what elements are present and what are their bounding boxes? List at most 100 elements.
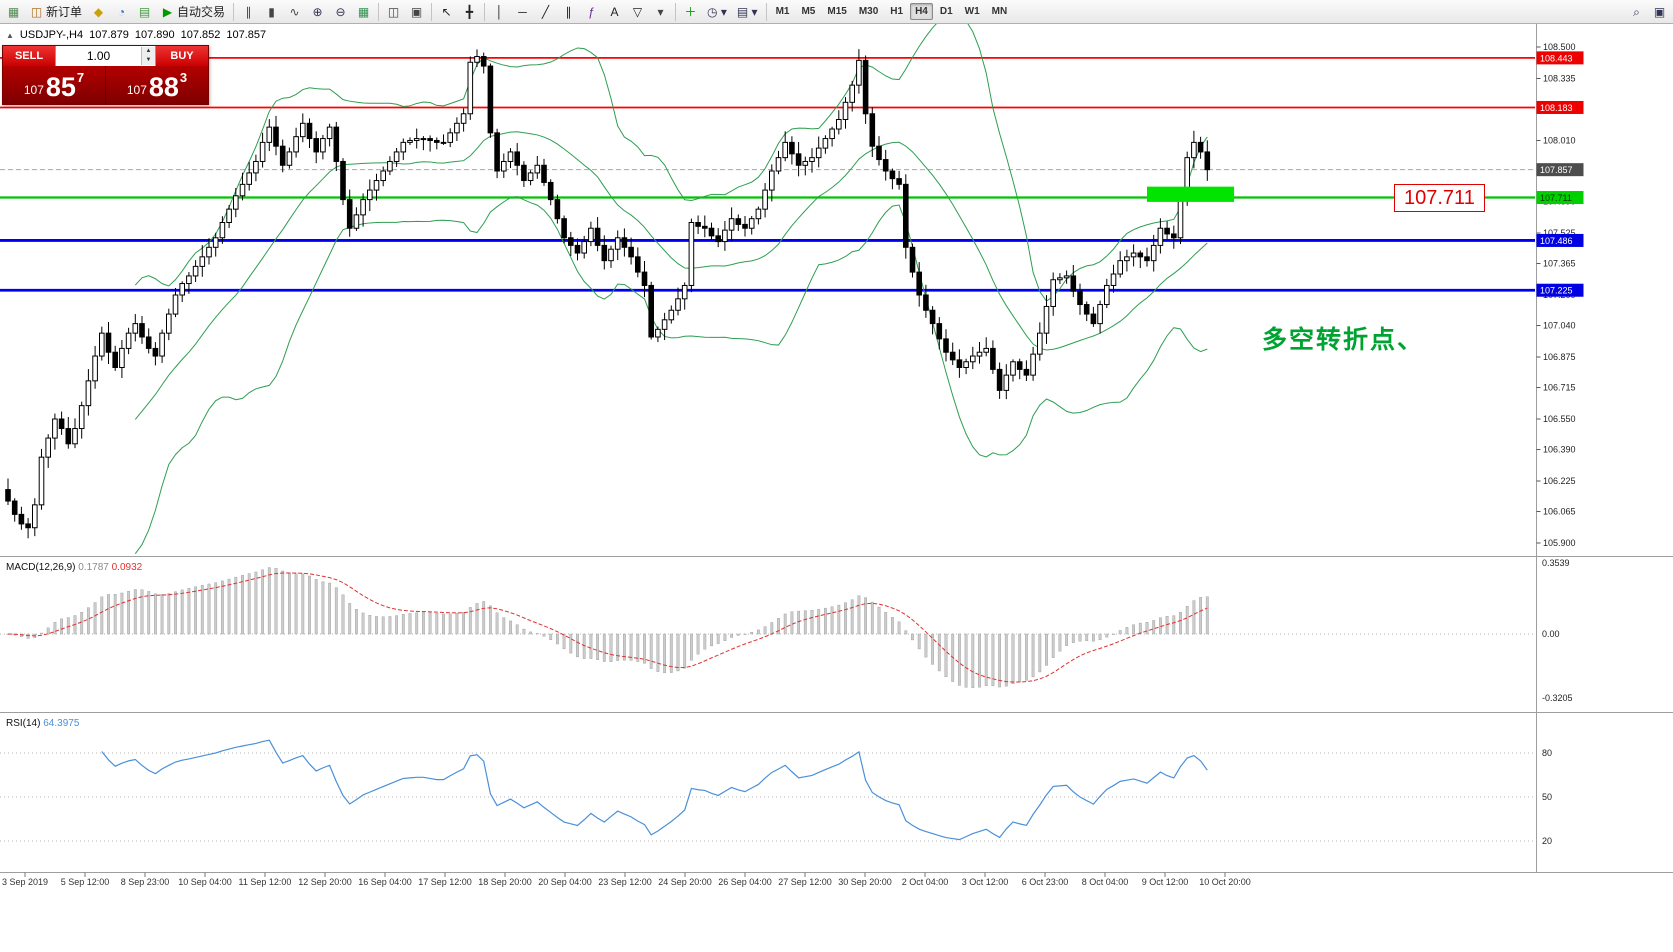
metaeditor-icon[interactable]: ◆ (88, 1, 109, 23)
shapes-dropdown-icon: ▾ (657, 4, 664, 19)
charts-icon[interactable]: ▦ (3, 1, 24, 23)
timeframe-h4[interactable]: H4 (910, 3, 933, 20)
grid-icon[interactable]: ▦ (353, 1, 374, 23)
rsi-level-label: 20 (1542, 836, 1552, 846)
timeframe-d1[interactable]: D1 (939, 6, 953, 17)
highlight-rect-layer[interactable] (1147, 186, 1235, 202)
candlestick-chart-icon[interactable]: ▮ (261, 1, 282, 23)
trendline-icon[interactable]: ╱ (535, 1, 556, 23)
shapes-dropdown-icon[interactable]: ▾ (650, 1, 671, 23)
time-tick-label: 9 Oct 12:00 (1142, 877, 1189, 887)
timeframe-w1[interactable]: W1 (964, 6, 980, 17)
sell-price-big: 85 (45, 72, 76, 102)
timeframe-m30[interactable]: M30 (858, 6, 879, 17)
timeframe-m15[interactable]: M15 (827, 6, 847, 17)
symbol-name: USDJPY-,H4 (19, 29, 84, 41)
macd-scale-zero: 0.00 (1542, 629, 1560, 639)
volume-up-icon[interactable]: ▲ (142, 47, 155, 56)
fibonacci-icon[interactable]: ƒ (581, 1, 602, 23)
time-tick-label: 8 Sep 23:00 (121, 877, 170, 887)
crosshair-icon[interactable]: ╋ (459, 1, 480, 23)
price-level-lines (0, 56, 1535, 292)
crosshair-icon: ╋ (465, 4, 474, 19)
price-tick-label: 106.715 (1543, 383, 1576, 393)
timeframe-mn[interactable]: MN (991, 6, 1008, 17)
price-axis[interactable]: 108.500108.335108.170108.010107.850107.6… (0, 24, 1673, 873)
buy-button[interactable]: BUY (156, 46, 208, 66)
price-level-label: 107.711 (1394, 184, 1485, 212)
tile-windows-icon: ◫ (387, 4, 400, 19)
time-tick-label: 10 Sep 04:00 (178, 877, 232, 887)
price-tick-label: 107.040 (1543, 321, 1576, 331)
vertical-line-icon: │ (495, 4, 504, 19)
time-tick-label: 30 Sep 20:00 (838, 877, 892, 887)
time-tick-label: 24 Sep 20:00 (658, 877, 712, 887)
tile-windows-icon[interactable]: ◫ (383, 1, 404, 23)
toolbar: ▦ ◫ 新订单 ◆ ◔ ▤ ▶ 自动交易 ∥ ▮ ∿ ⊕ ⊖ ▦ ◫ ▣ ↖ ╋ │ ─ ╱ ∥ ƒ A ▽ ▾ ＋ ◷ ▾ ▤ ▾ M1… (0, 0, 1673, 24)
time-tick-label: 2 Oct 04:00 (902, 877, 949, 887)
navigator-icon[interactable]: ▤ (134, 1, 155, 23)
time-axis[interactable]: 3 Sep 2019 5 Sep 12:00 8 Sep 23:00 10 Sep 0… (2, 872, 1251, 888)
time-tick-label: 11 Sep 12:00 (239, 877, 292, 887)
price-badge (1536, 163, 1584, 177)
price-badge (1536, 233, 1584, 247)
timeframe-m1[interactable]: M1 (775, 6, 790, 17)
line-chart-icon[interactable]: ∿ (284, 1, 305, 23)
timeframe-m5[interactable]: M5 (801, 6, 816, 17)
channel-icon[interactable]: ∥ (558, 1, 579, 23)
rsi-panel[interactable]: 80 50 20 RSI(14) 64.3975 (0, 718, 1552, 846)
text-tool-icon[interactable]: A (604, 1, 625, 23)
bar-high-value: 107.890 (134, 29, 175, 41)
cursor-icon: ↖ (441, 4, 452, 19)
buy-price-pip: 3 (179, 70, 188, 85)
price-badge (1536, 191, 1584, 205)
volume-value[interactable]: 1.00 (86, 49, 111, 63)
time-tick-label: 20 Sep 04:00 (538, 877, 592, 887)
volume-stepper[interactable]: ▲ ▼ (141, 47, 155, 65)
sell-price-figure: 107 (23, 83, 44, 97)
zoom-out-icon: ⊖ (335, 4, 346, 19)
macd-panel[interactable]: MACD(12,26,9) 0.1787 0.0932 0.3539 0.00 -0.… (0, 558, 1573, 703)
sell-button[interactable]: SELL (3, 46, 55, 66)
price-tick-label: 106.225 (1543, 476, 1576, 486)
svg-text:107.486: 107.486 (1540, 236, 1573, 246)
zoom-out-icon[interactable]: ⊖ (330, 1, 351, 23)
highlight-rect (1147, 186, 1235, 202)
one-click-trading-panel: SELL 1.00 ▲ ▼ BUY 107 85 7 107 (2, 45, 209, 105)
vertical-line-icon[interactable]: │ (489, 1, 510, 23)
one-click-collapse-icon[interactable]: ▲ (6, 30, 14, 40)
volume-down-icon[interactable]: ▼ (142, 56, 155, 65)
periods-dropdown-icon[interactable]: ◷ ▾ (703, 1, 731, 23)
chart-canvas[interactable]: MACD(12,26,9) 0.1787 0.0932 0.3539 0.00 -0.… (0, 24, 1673, 952)
time-tick-label: 27 Sep 12:00 (778, 877, 832, 887)
candlestick-chart-icon: ▮ (268, 4, 275, 19)
zoom-in-icon[interactable]: ⊕ (307, 1, 328, 23)
buy-price[interactable]: 107 88 3 (106, 66, 208, 104)
price-tick-label: 106.390 (1543, 445, 1576, 455)
cascade-windows-icon[interactable]: ▣ (406, 1, 427, 23)
window-layout-button[interactable]: ▣ (1649, 1, 1670, 23)
rsi-level-label: 50 (1542, 792, 1552, 802)
bar-chart-icon[interactable]: ∥ (238, 1, 259, 23)
auto-trading-button[interactable]: ▶ 自动交易 (157, 1, 229, 23)
market-watch-icon[interactable]: ◔ (111, 1, 132, 23)
price-tick-label: 108.500 (1543, 42, 1576, 52)
buy-price-figure: 107 (126, 83, 147, 97)
price-tick-label: 107.525 (1543, 228, 1576, 238)
time-tick-label: 16 Sep 04:00 (358, 877, 412, 887)
search-button[interactable]: ⌕ (1626, 1, 1647, 23)
indicators-add-icon[interactable]: ＋ (680, 1, 701, 23)
label-tool-icon[interactable]: ▽ (627, 1, 648, 23)
svg-text:108.183: 108.183 (1540, 103, 1573, 113)
templates-dropdown-icon[interactable]: ▤ ▾ (733, 1, 762, 23)
cursor-icon[interactable]: ↖ (436, 1, 457, 23)
time-tick-label: 18 Sep 20:00 (478, 877, 532, 887)
sell-price[interactable]: 107 85 7 (3, 66, 106, 104)
chart-window[interactable]: MACD(12,26,9) 0.1787 0.0932 0.3539 0.00 -0.… (0, 24, 1673, 952)
new-order-button[interactable]: ◫ 新订单 (26, 1, 86, 23)
horizontal-line-icon[interactable]: ─ (512, 1, 533, 23)
price-tick-label: 105.900 (1543, 538, 1576, 548)
timeframe-h1[interactable]: H1 (890, 6, 904, 17)
volume-field[interactable]: 1.00 ▲ ▼ (55, 46, 156, 66)
